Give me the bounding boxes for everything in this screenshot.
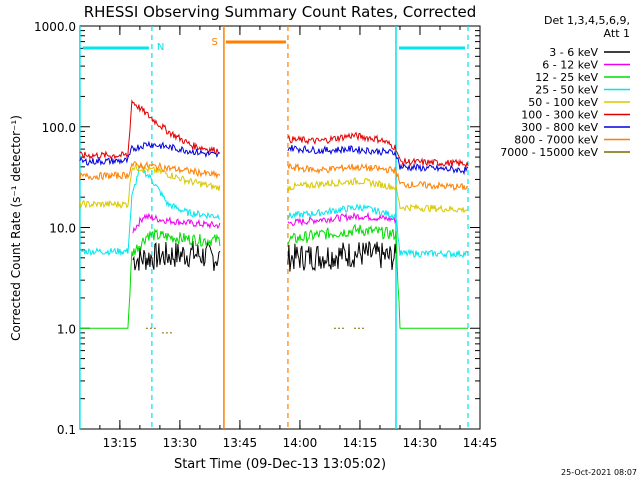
y-tick-label: 0.1: [57, 423, 76, 437]
x-tick-label: 14:15: [343, 436, 378, 450]
detector-info-line1: Det 1,3,4,5,6,9,: [544, 14, 630, 27]
y-tick-label: 1000.0: [34, 20, 76, 34]
legend-label-3: 25 - 50 keV: [535, 84, 598, 97]
series-line-3: [79, 163, 469, 259]
legend-label-2: 12 - 25 keV: [535, 71, 598, 84]
series-line-0: [132, 240, 397, 272]
x-tick-label: 14:45: [463, 436, 498, 450]
x-tick-label: 13:30: [163, 436, 198, 450]
series-line-5: [79, 99, 469, 169]
series-group: [79, 99, 469, 334]
y-tick-label: 1.0: [57, 322, 76, 336]
x-tick-label: 13:45: [223, 436, 258, 450]
x-tick-label: 14:00: [283, 436, 318, 450]
legend-label-7: 800 - 7000 keV: [514, 134, 598, 147]
series-line-4: [79, 162, 469, 214]
x-tick-label: 13:15: [103, 436, 138, 450]
series-line-6: [79, 140, 469, 176]
legend-label-8: 7000 - 15000 keV: [500, 146, 598, 159]
series-line-2: [79, 223, 468, 329]
x-axis: 13:15 13:30 13:45 14:00 14:15 14:30 14:45: [99, 26, 498, 450]
night-label: N: [157, 42, 164, 53]
y-axis: 0.1 1.0 10.0 100.0 1000.0: [34, 20, 480, 437]
legend-label-1: 6 - 12 keV: [542, 59, 598, 72]
y-axis-label: Corrected Count Rate (s⁻¹ detector⁻¹): [9, 115, 23, 341]
series-line-1: [132, 211, 397, 234]
legend-label-6: 300 - 800 keV: [521, 121, 598, 134]
footer-date: 25-Oct-2021 08:07: [561, 468, 637, 477]
detector-info-line2: Att 1: [604, 27, 630, 40]
saa-label: S: [212, 37, 218, 48]
x-axis-label: Start Time (09-Dec-13 13:05:02): [174, 457, 386, 472]
x-tick-label: 14:30: [403, 436, 438, 450]
legend-label-0: 3 - 6 keV: [549, 46, 598, 59]
series-line-7: [79, 160, 469, 192]
y-tick-label: 100.0: [42, 121, 76, 135]
y-tick-label: 10.0: [49, 222, 76, 236]
legend-label-5: 100 - 300 keV: [521, 109, 598, 122]
chart-title: RHESSI Observing Summary Count Rates, Co…: [84, 3, 477, 21]
legend-label-4: 50 - 100 keV: [528, 96, 598, 109]
